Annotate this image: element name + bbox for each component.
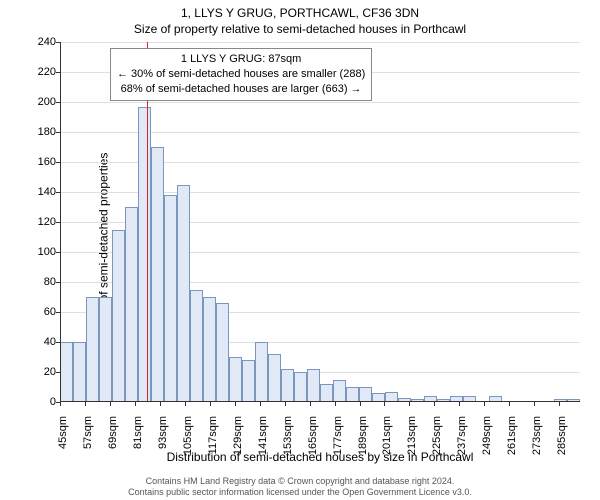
x-tick-label: 105sqm	[182, 416, 194, 466]
x-tick-label: 213sqm	[406, 416, 418, 466]
y-tick-label: 40	[26, 336, 56, 348]
x-tick-mark	[210, 402, 211, 406]
x-tick-mark	[484, 402, 485, 406]
chart-title-line1: 1, LLYS Y GRUG, PORTHCAWL, CF36 3DN	[0, 6, 600, 20]
histogram-bar	[60, 342, 73, 402]
histogram-bar	[359, 387, 372, 402]
x-tick-label: 285sqm	[556, 416, 568, 466]
footer: Contains HM Land Registry data © Crown c…	[0, 476, 600, 498]
plot-area: 1 LLYS Y GRUG: 87sqm ← 30% of semi-detac…	[60, 42, 580, 402]
annotation-box: 1 LLYS Y GRUG: 87sqm ← 30% of semi-detac…	[110, 48, 372, 101]
histogram-bar	[229, 357, 242, 402]
footer-line2: Contains public sector information licen…	[0, 487, 600, 498]
x-tick-label: 69sqm	[107, 416, 119, 466]
x-tick-label: 237sqm	[456, 416, 468, 466]
x-tick-mark	[310, 402, 311, 406]
gridline	[60, 42, 580, 43]
histogram-bar	[268, 354, 281, 402]
x-tick-mark	[559, 402, 560, 406]
x-tick-mark	[60, 402, 61, 406]
x-tick-label: 273sqm	[531, 416, 543, 466]
x-tick-mark	[360, 402, 361, 406]
x-tick-label: 261sqm	[506, 416, 518, 466]
y-tick-label: 100	[26, 246, 56, 258]
x-tick-label: 45sqm	[57, 416, 69, 466]
histogram-bar	[73, 342, 86, 402]
x-tick-mark	[85, 402, 86, 406]
y-tick-label: 240	[26, 36, 56, 48]
histogram-bar	[112, 230, 125, 403]
x-tick-mark	[384, 402, 385, 406]
y-tick-label: 120	[26, 216, 56, 228]
annotation-line2: ← 30% of semi-detached houses are smalle…	[117, 67, 365, 82]
histogram-bar	[99, 297, 112, 402]
histogram-bar	[294, 372, 307, 402]
chart-title-line2: Size of property relative to semi-detach…	[0, 22, 600, 36]
x-tick-mark	[285, 402, 286, 406]
x-tick-label: 189sqm	[357, 416, 369, 466]
annotation-line1: 1 LLYS Y GRUG: 87sqm	[117, 52, 365, 67]
x-tick-mark	[160, 402, 161, 406]
x-tick-mark	[135, 402, 136, 406]
y-tick-label: 180	[26, 126, 56, 138]
x-tick-label: 249sqm	[481, 416, 493, 466]
histogram-bar	[320, 384, 333, 402]
x-tick-label: 225sqm	[431, 416, 443, 466]
histogram-bar	[281, 369, 294, 402]
x-tick-mark	[235, 402, 236, 406]
y-tick-label: 20	[26, 366, 56, 378]
y-tick-label: 60	[26, 306, 56, 318]
x-tick-mark	[260, 402, 261, 406]
histogram-bar	[255, 342, 268, 402]
gridline	[60, 102, 580, 103]
histogram-bar	[151, 147, 164, 402]
x-tick-label: 81sqm	[132, 416, 144, 466]
x-axis-line	[60, 401, 580, 402]
x-tick-label: 129sqm	[232, 416, 244, 466]
x-tick-mark	[509, 402, 510, 406]
histogram-bar	[333, 380, 346, 403]
x-tick-label: 153sqm	[282, 416, 294, 466]
x-tick-label: 141sqm	[257, 416, 269, 466]
x-tick-label: 57sqm	[82, 416, 94, 466]
x-tick-label: 201sqm	[381, 416, 393, 466]
histogram-bar	[86, 297, 99, 402]
histogram-bar	[307, 369, 320, 402]
x-tick-label: 165sqm	[307, 416, 319, 466]
footer-line1: Contains HM Land Registry data © Crown c…	[0, 476, 600, 487]
histogram-bar	[346, 387, 359, 402]
histogram-bar	[203, 297, 216, 402]
x-tick-mark	[434, 402, 435, 406]
histogram-bar	[216, 303, 229, 402]
annotation-line3: 68% of semi-detached houses are larger (…	[117, 82, 365, 97]
y-tick-label: 140	[26, 186, 56, 198]
x-tick-label: 117sqm	[207, 416, 219, 466]
x-tick-label: 93sqm	[157, 416, 169, 466]
histogram-bar	[125, 207, 138, 402]
x-tick-label: 177sqm	[332, 416, 344, 466]
histogram-bar	[190, 290, 203, 403]
y-tick-label: 0	[26, 396, 56, 408]
x-tick-mark	[335, 402, 336, 406]
y-tick-label: 220	[26, 66, 56, 78]
histogram-bar	[177, 185, 190, 403]
x-tick-mark	[409, 402, 410, 406]
y-tick-label: 80	[26, 276, 56, 288]
x-tick-mark	[459, 402, 460, 406]
histogram-bar	[138, 107, 151, 403]
x-tick-mark	[534, 402, 535, 406]
y-tick-label: 160	[26, 156, 56, 168]
y-tick-label: 200	[26, 96, 56, 108]
x-tick-mark	[110, 402, 111, 406]
histogram-bar	[164, 195, 177, 402]
x-tick-mark	[185, 402, 186, 406]
histogram-bar	[242, 360, 255, 402]
y-axis-line	[60, 42, 61, 402]
